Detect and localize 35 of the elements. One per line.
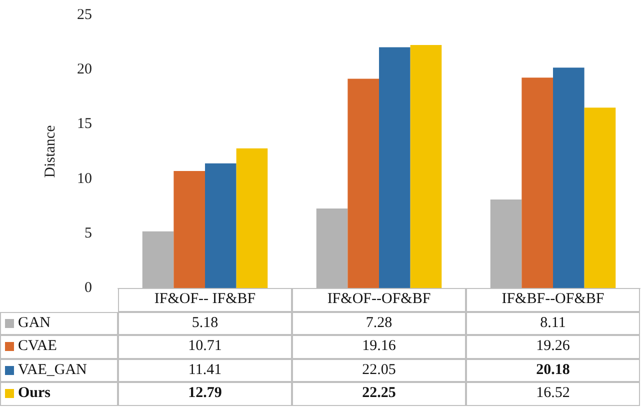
bar [205, 163, 236, 288]
data-label: 22.25 [292, 382, 466, 406]
bar [379, 47, 410, 288]
data-label: 22.05 [292, 358, 466, 382]
data-label: 19.16 [292, 335, 466, 358]
x-tick-label: IF&OF--OF&BF [292, 288, 466, 312]
bar [584, 108, 616, 288]
y-axis-title: Distance [42, 124, 58, 178]
data-label: 20.18 [466, 358, 640, 382]
data-label: 5.18 [118, 312, 292, 335]
data-label: 12.79 [118, 382, 292, 406]
y-tick-label: 15 [77, 116, 92, 132]
bar [236, 148, 268, 288]
legend-label: CVAE [18, 338, 57, 356]
x-tick-label: IF&BF--OF&BF [466, 288, 640, 312]
legend-label: GAN [18, 314, 50, 332]
bar [174, 171, 205, 288]
y-tick-label: 0 [84, 280, 92, 296]
legend-label: Ours [18, 385, 51, 402]
data-label: 8.11 [466, 312, 640, 335]
x-tick-label: IF&OF-- IF&BF [118, 288, 292, 312]
y-tick-label: 25 [77, 7, 92, 23]
data-label: 19.26 [466, 335, 640, 358]
data-label: 7.28 [292, 312, 466, 335]
y-tick-label: 10 [77, 170, 92, 187]
bar [553, 68, 584, 288]
legend-label: VAE_GAN [18, 362, 87, 379]
data-label: 16.52 [466, 382, 640, 406]
y-tick-label: 5 [84, 225, 92, 242]
bar [410, 45, 442, 288]
data-label: 10.71 [118, 335, 292, 358]
y-tick-label: 20 [77, 62, 92, 78]
bar [348, 78, 379, 288]
data-label: 11.41 [118, 358, 292, 382]
bar [522, 78, 553, 288]
